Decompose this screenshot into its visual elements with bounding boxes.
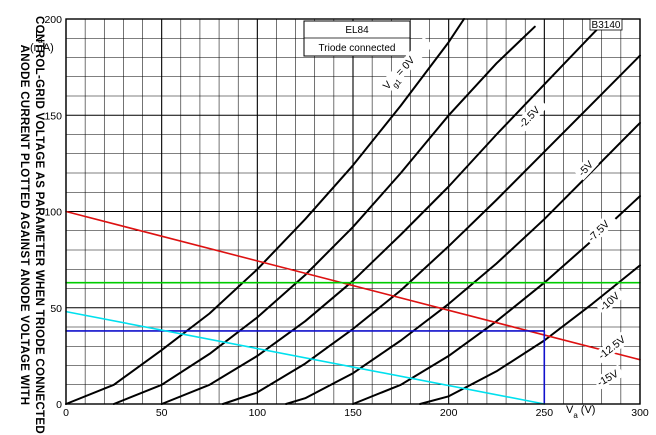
x-tick-label: 100 [249, 407, 267, 419]
connection-type: Triode connected [319, 43, 396, 54]
tube-info-box: EL84 Triode connected [303, 20, 411, 57]
curve-label-bg [593, 364, 625, 391]
x-tick-label: 300 [631, 407, 649, 419]
curve-label: -12.5V [596, 334, 628, 363]
curve-label-bg [583, 211, 618, 246]
drawing-number-box: B3140 [589, 18, 623, 31]
curve-label-bg [573, 154, 599, 181]
series-line-10 [65, 310, 546, 405]
series-line-9 [65, 330, 546, 405]
curve-label-bg [595, 286, 626, 316]
svg-text:Ia: Ia [35, 29, 43, 45]
y-tick-label: 200 [44, 14, 62, 26]
series-layer [65, 18, 641, 405]
x-tick-label: 150 [344, 407, 362, 419]
plot-grid [65, 18, 641, 405]
x-axis-sub: a [573, 411, 578, 420]
x-axis-label: Va (V) [566, 404, 595, 420]
side-title-line2: CONTROL-GRID VOLTAGE AS PARAMETER WHEN T… [33, 16, 45, 434]
y-tick-label: 0 [56, 399, 62, 411]
series-line-4 [285, 121, 641, 405]
y-tick-label: 100 [44, 207, 62, 219]
x-axis-var: V [566, 404, 574, 416]
plot-frame [65, 18, 641, 405]
y-tick-label: 50 [50, 303, 62, 315]
y-axis-label: Ia (mA) [30, 29, 54, 54]
tube-info-frame [303, 20, 411, 57]
x-tick-label: 250 [536, 407, 554, 419]
x-tick-label: 0 [63, 407, 69, 419]
tick-labels: 0 50 100 150 200 250 300 0 50 100 150 200 [44, 14, 648, 419]
svg-text:Va(V): Va (V) [566, 404, 595, 420]
curve-label-bg [594, 327, 635, 364]
x-tick-label: 200 [440, 407, 458, 419]
y-axis-unit: (mA) [30, 42, 54, 54]
series-line-1 [112, 25, 536, 405]
tube-type: EL84 [345, 25, 369, 36]
curve-labels: Vg1 = 0V-2.5V-5V-7.5V-10V-12.5V-15V [378, 36, 635, 391]
series-line-0 [65, 18, 465, 405]
y-axis-sub: a [38, 36, 43, 45]
y-axis-var: I [35, 29, 38, 41]
drawing-number-frame [589, 18, 623, 31]
x-tick-label: 50 [156, 407, 168, 419]
series-line-3 [221, 54, 641, 405]
x-axis-unit: (V) [581, 404, 596, 416]
side-title-line1: ANODE CURRENT PLOTTED AGAINST ANODE VOLT… [18, 45, 30, 406]
drawing-number: B3140 [592, 20, 621, 31]
y-tick-label: 150 [44, 110, 62, 122]
series-line-6 [419, 264, 641, 405]
curve-label-bg [514, 97, 548, 133]
series-line-2 [160, 25, 601, 405]
curve-label-bg [378, 36, 434, 94]
side-title: ANODE CURRENT PLOTTED AGAINST ANODE VOLT… [18, 16, 45, 434]
